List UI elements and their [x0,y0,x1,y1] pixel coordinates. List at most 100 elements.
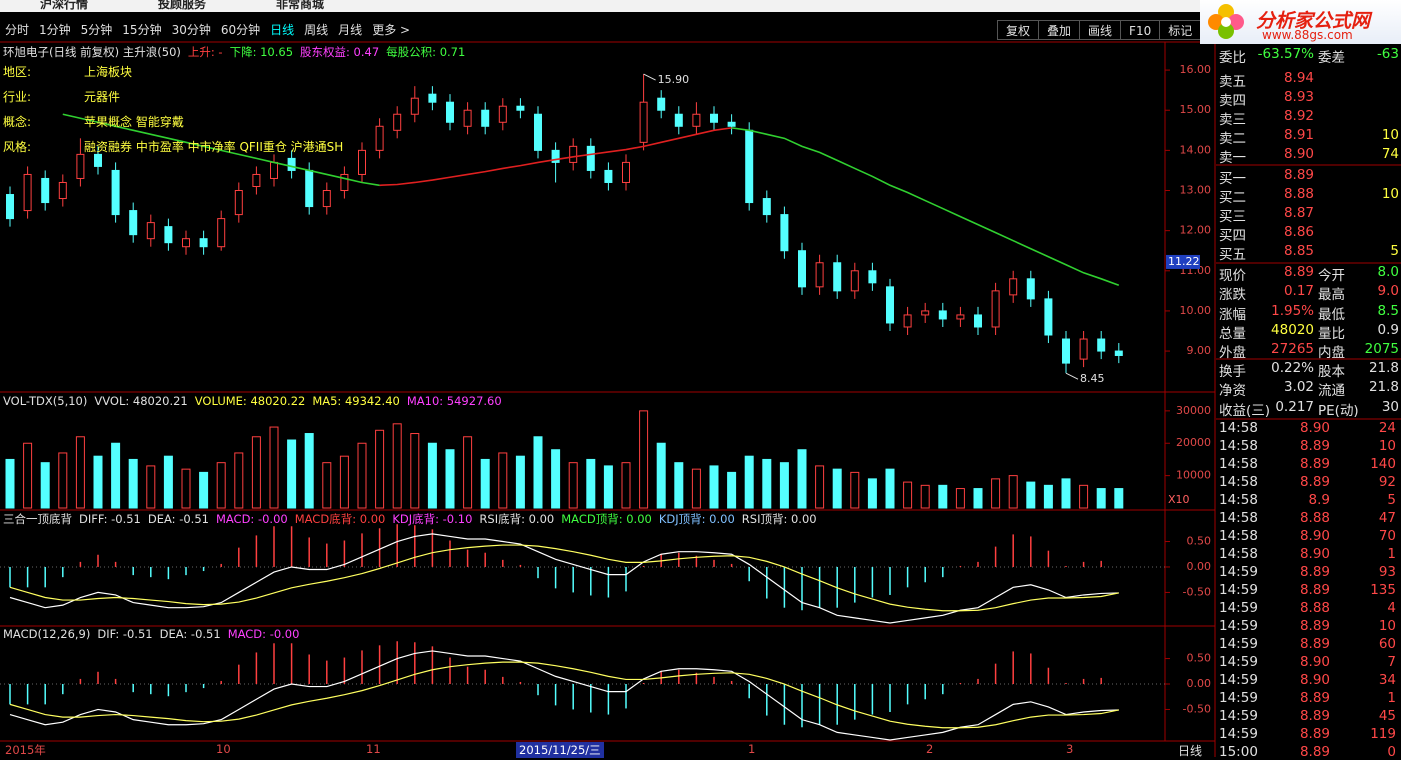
candle-body [1079,338,1088,360]
volume-bar [339,455,349,509]
volume-bar [480,458,490,509]
candle-body [111,169,120,216]
book-label: 买五 [1219,247,1246,263]
tool-button[interactable]: F10 [1120,20,1161,40]
candle-body [1026,278,1035,300]
quote-label: 委差 [1318,50,1345,66]
period-tab[interactable]: 月线 [338,23,363,37]
period-tab[interactable]: 更多 > [372,23,411,37]
period-tab[interactable]: 1分钟 [39,23,71,37]
volume-bar [850,471,860,509]
book-price: 8.94 [1283,70,1314,86]
period-tab[interactable]: 30分钟 [171,23,211,37]
volume-bar [991,478,1001,509]
candle-body [305,169,314,208]
candle-body [815,262,824,288]
candle-body [182,238,190,248]
volume-bar [410,433,420,509]
menu-item[interactable]: 沪深行情 [40,0,89,11]
volume-bar [1043,484,1053,509]
header-item: MACD: -0.00 [215,512,288,526]
volume-bar [938,484,948,509]
x-axis-label: 3 [1066,742,1074,756]
y-tick-label: 9.00 [1187,344,1212,357]
tool-button[interactable]: 标记 [1159,20,1202,40]
period-tab[interactable]: 60分钟 [220,23,261,37]
stat-value: 30 [1381,398,1399,415]
trade-volume: 7 [1387,654,1396,670]
header-item: MA10: 54927.60 [406,394,502,408]
trade-time: 14:58 [1219,456,1258,472]
candle-body [76,153,85,179]
candle-body [639,101,648,143]
trade-price: 8.88 [1299,510,1330,526]
volume-bar [269,426,279,509]
period-tab[interactable]: 日线 [270,23,295,37]
candle-body [1062,338,1070,364]
quote-label: 委比 [1219,50,1246,66]
tool-button[interactable]: 叠加 [1038,20,1081,40]
stat-value: 48020 [1271,321,1314,338]
trade-price: 8.89 [1299,474,1330,490]
trade-price: 8.88 [1299,600,1330,616]
period-tab[interactable]: 周线 [304,23,329,37]
menu-item[interactable]: 投顾服务 [158,0,207,11]
trade-time: 14:59 [1219,618,1258,634]
candle-body [921,310,930,316]
trade-volume: 4 [1387,600,1396,616]
stat-label: 量比 [1318,325,1345,342]
candle-body [1097,338,1106,352]
trade-price: 8.89 [1299,690,1330,706]
stat-value: 8.89 [1283,264,1314,280]
y-tick-label: 0.00 [1187,677,1212,690]
period-tab[interactable]: 分时 [5,23,30,37]
candle-body [604,169,613,183]
stat-value: 0.9 [1377,321,1399,338]
candle-body [762,198,771,216]
book-label: 买三 [1219,209,1246,225]
volume-bar [322,462,332,509]
y-tick-label: 12.00 [1180,224,1212,237]
trade-time: 14:59 [1219,708,1258,724]
trade-volume: 5 [1387,492,1396,508]
volume-bar [779,462,789,509]
volume-bar [357,442,367,509]
tool-button[interactable]: 复权 [997,20,1040,40]
volume-bar [304,433,314,509]
period-tab[interactable]: 15分钟 [122,23,162,37]
header-item: 下降: 10.65 [229,45,294,59]
tool-button[interactable]: 画线 [1079,20,1122,40]
candle-body [727,121,736,127]
volume-bar [287,439,297,509]
volume-bar [815,465,825,509]
volume-bar [568,462,578,509]
header-item: 上升: - [187,45,223,59]
dea-line [9,544,1119,612]
info-label: 风格: [3,140,32,154]
menu-item[interactable]: 非常商城 [276,0,325,11]
candle-body [674,113,683,127]
trade-time: 14:58 [1219,474,1258,490]
candle-body [375,125,384,151]
stat-value: 8.5 [1377,302,1399,319]
trade-price: 8.90 [1299,654,1330,670]
stat-value: 0.17 [1283,283,1314,300]
volume-bar [40,462,50,509]
header-item: VOL-TDX(5,10) [3,394,88,408]
period-tab[interactable]: 5分钟 [80,23,113,37]
trade-price: 8.90 [1299,528,1330,544]
stat-label: PE(动) [1318,402,1359,419]
y-tick-label: 13.00 [1180,184,1212,197]
header-item: DIFF: -0.51 [79,512,141,526]
candle-body [991,290,1000,328]
y-tick-label: 10000 [1176,469,1211,482]
header-item: VVOL: 48020.21 [94,394,188,408]
volume-bar [111,442,121,509]
header-item: KDJ顶背: 0.00 [658,512,735,526]
trade-time: 14:59 [1219,600,1258,616]
x-axis-label: 1 [748,742,756,756]
volume-bar [181,468,191,509]
candle-body [498,105,507,123]
volume-bar [955,488,965,509]
stat-value: 2075 [1364,341,1399,358]
